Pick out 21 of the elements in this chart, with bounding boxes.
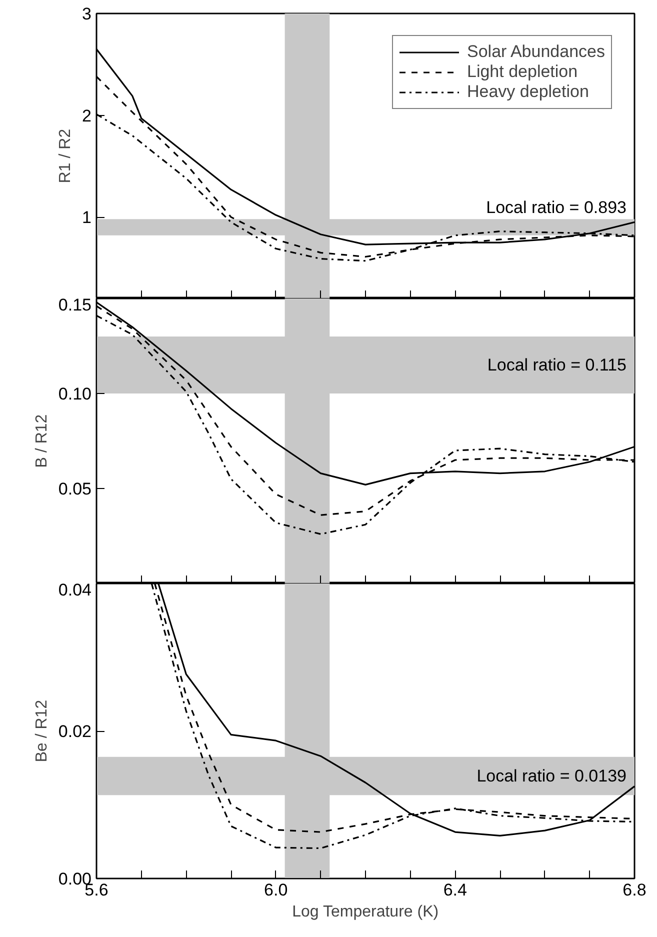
band-label: Local ratio = 0.115 <box>487 356 627 374</box>
x-tick-label: 6.4 <box>443 880 467 900</box>
y-tick-label: 1 <box>82 208 92 228</box>
x-tick-label: 6.0 <box>264 880 288 900</box>
y-tick-label: 0.04 <box>58 580 92 600</box>
band-label: Local ratio = 0.893 <box>486 198 627 218</box>
x-tick-label: 6.8 <box>622 880 646 900</box>
legend-label: Light depletion <box>467 62 578 82</box>
y-axis-title: B / R12 <box>33 414 50 468</box>
y-axis-title: Be / R12 <box>33 700 50 762</box>
y-tick-label: 0.05 <box>58 480 92 498</box>
y-tick-label: 2 <box>82 106 92 126</box>
y-tick-label: 3 <box>82 4 92 24</box>
y-tick-label: 0.02 <box>58 722 92 741</box>
y-axis-title: R1 / R2 <box>57 128 74 184</box>
legend-label: Heavy depletion <box>467 82 589 102</box>
x-axis-title: Log Temperature (K) <box>292 904 439 920</box>
legend-label: Solar Abundances <box>467 42 605 62</box>
band-label: Local ratio = 0.0139 <box>476 766 627 786</box>
y-tick-label: 0.15 <box>58 296 92 314</box>
y-tick-label: 0.10 <box>58 384 92 404</box>
